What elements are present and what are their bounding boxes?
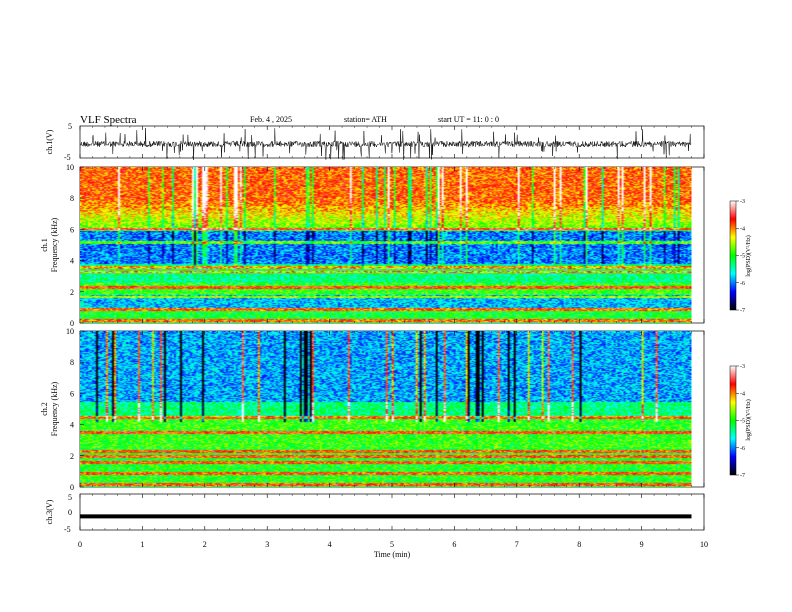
time-tick-label: 0 — [78, 540, 82, 549]
time-tick-label: 4 — [328, 540, 332, 549]
start-time-label: start UT = 11: 0 : 0 — [438, 115, 499, 124]
ch2-colorbar — [729, 365, 737, 476]
time-tick-label: 10 — [700, 540, 708, 549]
ch2-spectrogram-image — [80, 331, 692, 487]
ch2-spec-ylabel-freq: Frequency (kHz) — [50, 381, 59, 436]
ch2-colorbar-label: log(PSD)(V²/Hz) — [745, 399, 752, 440]
ch1-ylabel: ch.1(V) — [45, 129, 54, 154]
minor-tick-marks — [92, 126, 692, 530]
ch1-spectrogram-image — [80, 167, 692, 323]
time-tick-label: 1 — [140, 540, 144, 549]
ch2-spec-ylabel-channel: ch.2 — [40, 402, 49, 416]
time-tick-label: 5 — [390, 540, 394, 549]
ch1-colorbar-label: log(PSD)(V²/Hz) — [745, 235, 752, 276]
freq-tick-label: 10 — [66, 163, 74, 172]
ch3-waveform-panel: 5 0 -5 ch.3(V) — [45, 493, 705, 534]
time-axis-ticks: 0 1 2 3 4 5 6 7 8 9 10 — [78, 126, 708, 549]
colorbar-tick-label: -4 — [740, 391, 745, 397]
ch1-waveform-panel: 5 -5 ch.1(V) — [45, 122, 705, 162]
ch3-ytick-bottom: -5 — [64, 525, 71, 534]
freq-tick-label: 8 — [70, 194, 74, 203]
freq-tick-label: 0 — [70, 319, 74, 328]
ch1-waveform-line — [79, 128, 692, 161]
figure-title: VLF Spectra — [80, 114, 137, 126]
freq-tick-label: 8 — [70, 358, 74, 367]
station-label: station= ATH — [344, 115, 387, 124]
freq-tick-label: 10 — [66, 327, 74, 336]
ch1-ytick-top: 5 — [68, 122, 72, 131]
freq-tick-label: 0 — [70, 483, 74, 492]
freq-tick-label: 4 — [70, 421, 74, 430]
time-tick-label: 6 — [452, 540, 456, 549]
colorbar-tick-label: -5 — [740, 419, 745, 425]
freq-tick-label: 6 — [70, 225, 74, 234]
ch1-spec-ylabel-freq: Frequency (kHz) — [50, 217, 59, 272]
colorbar-tick-label: -7 — [740, 308, 745, 314]
colorbar-tick-label: -5 — [740, 254, 745, 260]
ch1-colorbar — [729, 200, 737, 311]
colorbar-tick-label: -7 — [740, 473, 745, 479]
ch3-ytick-top: 5 — [68, 493, 72, 502]
time-axis-label: Time (min) — [374, 550, 411, 559]
time-tick-label: 2 — [203, 540, 207, 549]
freq-tick-label: 4 — [70, 257, 74, 266]
freq-tick-label: 2 — [70, 288, 74, 297]
ch3-ytick-mid: 0 — [68, 508, 72, 517]
time-tick-label: 9 — [640, 540, 644, 549]
freq-tick-label: 6 — [70, 389, 74, 398]
time-tick-label: 7 — [515, 540, 519, 549]
colorbar-tick-label: -6 — [740, 446, 745, 452]
ch1-spec-yticks: 10 8 6 4 2 0 — [66, 163, 84, 328]
colorbar-tick-label: -3 — [740, 199, 745, 205]
time-tick-label: 8 — [577, 540, 581, 549]
ch2-colorbar-ticks: -3 -4 -5 -6 -7 — [736, 364, 745, 479]
freq-tick-label: 2 — [70, 452, 74, 461]
colorbar-tick-label: -3 — [740, 364, 745, 370]
date-label: Feb. 4 , 2025 — [250, 115, 292, 124]
ch2-spec-yticks: 10 8 6 4 2 0 — [66, 327, 84, 492]
ch1-spec-ylabel-channel: ch.1 — [40, 238, 49, 252]
ch1-ytick-bottom: -5 — [64, 153, 71, 162]
ch3-ylabel: ch.3(V) — [45, 499, 54, 524]
time-tick-label: 3 — [265, 540, 269, 549]
colorbar-tick-label: -4 — [740, 226, 745, 232]
ch1-colorbar-ticks: -3 -4 -5 -6 -7 — [736, 199, 745, 314]
colorbar-tick-label: -6 — [740, 281, 745, 287]
